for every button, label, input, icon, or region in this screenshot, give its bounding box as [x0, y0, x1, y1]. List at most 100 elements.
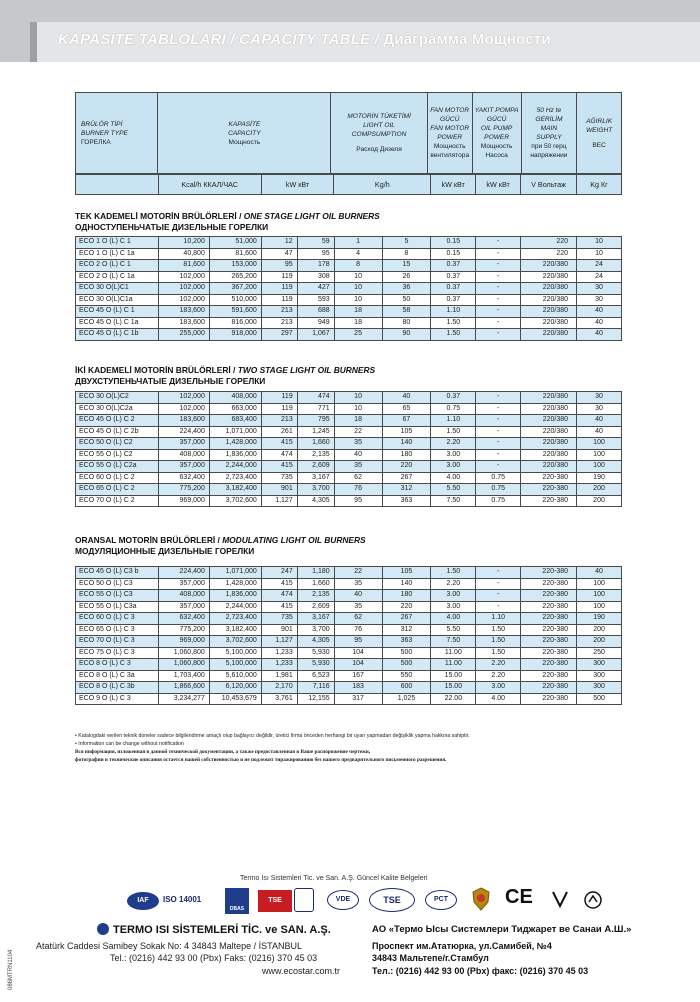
value-cell: 308: [296, 270, 335, 283]
cert-title: Termo Isı Sistemleri Tic. ve San. A.Ş. G…: [240, 875, 428, 882]
value-cell: 100: [576, 589, 622, 602]
value-cell: 0.37: [430, 391, 477, 404]
doc-code: 086MTRN1104: [8, 949, 14, 990]
value-cell: 35: [333, 437, 383, 450]
value-cell: 261: [260, 425, 298, 438]
value-cell: 969,000: [157, 494, 210, 507]
table-row: ECO 65 O (L) C 3 775,200 3,182,400 901 3,700…: [75, 623, 622, 636]
value-cell: 220/380: [520, 437, 578, 450]
value-cell: -: [475, 577, 522, 590]
unit-kw: kW кВт: [260, 174, 335, 195]
value-cell: 220/380: [520, 293, 578, 306]
value-cell: 735: [260, 612, 298, 625]
value-cell: 2.20: [475, 669, 522, 682]
value-cell: 2,723,400: [208, 471, 262, 484]
value-cell: 474: [260, 589, 298, 602]
city-ru: 34843 Мальтепе/г.Стамбул: [372, 953, 489, 963]
value-cell: 220/380: [520, 414, 578, 427]
value-cell: 213: [260, 305, 298, 318]
value-cell: 901: [260, 623, 298, 636]
value-cell: 267: [381, 471, 432, 484]
value-cell: 3,700: [296, 623, 335, 636]
pct-logo: PCT: [425, 890, 457, 910]
value-cell: 183: [333, 681, 383, 694]
company-name-tr: TERMO ISI SİSTEMLERİ TİC. ve SAN. A.Ş.: [113, 924, 331, 936]
value-cell: 8: [381, 247, 432, 260]
model-cell: ECO 60 O (L) C 2: [75, 471, 159, 484]
fan-header: FAN MOTOR GÜCÜ FAN MOTOR POWER Мощность …: [426, 92, 473, 174]
value-cell: 22: [333, 566, 383, 579]
model-cell: ECO 1 O (L) C 1a: [75, 247, 159, 260]
value-cell: 357,000: [157, 437, 210, 450]
value-cell: 500: [576, 692, 622, 705]
value-cell: 510,000: [208, 293, 262, 306]
value-cell: 50: [381, 293, 432, 306]
website-link[interactable]: www.ecostar.com.tr: [262, 966, 341, 976]
model-cell: ECO 60 O (L) C 3: [75, 612, 159, 625]
value-cell: 0.75: [475, 471, 522, 484]
value-cell: 220-380: [520, 692, 578, 705]
value-cell: 24: [576, 259, 622, 272]
value-cell: 40: [333, 448, 383, 461]
value-cell: 220-380: [520, 589, 578, 602]
value-cell: 1.50: [430, 425, 477, 438]
value-cell: 4.00: [475, 692, 522, 705]
value-cell: 2,244,000: [208, 460, 262, 473]
value-cell: 58: [381, 305, 432, 318]
value-cell: -: [475, 328, 522, 341]
value-cell: 102,000: [157, 402, 210, 415]
value-cell: 795: [296, 414, 335, 427]
value-cell: 95: [333, 635, 383, 648]
capacity-header: KAPASİTE CAPACITY Мощность: [157, 92, 332, 174]
value-cell: 10: [333, 293, 383, 306]
value-cell: 688: [296, 305, 335, 318]
value-cell: 22.00: [430, 692, 477, 705]
value-cell: 200: [576, 494, 622, 507]
value-cell: -: [475, 259, 522, 272]
model-cell: ECO 9 O (L) C 3: [75, 692, 159, 705]
value-cell: 10: [576, 247, 622, 260]
value-cell: 26: [381, 270, 432, 283]
value-cell: 600: [381, 681, 432, 694]
value-cell: 105: [381, 425, 432, 438]
value-cell: 6,120,000: [208, 681, 262, 694]
value-cell: -: [475, 448, 522, 461]
value-cell: 220/380: [520, 305, 578, 318]
model-cell: ECO 70 O (L) C 3: [75, 635, 159, 648]
value-cell: 35: [333, 577, 383, 590]
value-cell: 30: [576, 282, 622, 295]
ce-logo: CE: [505, 886, 533, 908]
value-cell: 1,233: [260, 646, 298, 659]
value-cell: 1,025: [381, 692, 432, 705]
model-cell: ECO 45 O (L) C 1: [75, 305, 159, 318]
value-cell: -: [475, 402, 522, 415]
value-cell: 220/380: [520, 448, 578, 461]
value-cell: 408,000: [157, 448, 210, 461]
value-cell: 224,400: [157, 425, 210, 438]
model-cell: ECO 30 O(L)C2: [75, 391, 159, 404]
value-cell: 0.75: [475, 494, 522, 507]
value-cell: 167: [333, 669, 383, 682]
two-stage-table: ECO 30 O(L)C2 102,000 408,000 119 474 10 40 0.3…: [75, 391, 622, 507]
value-cell: -: [475, 391, 522, 404]
value-cell: 7.50: [430, 494, 477, 507]
value-cell: 357,000: [157, 460, 210, 473]
value-cell: 119: [260, 270, 298, 283]
table-row: ECO 2 O (L) C 1a 102,000 265,200 119 308 10 26…: [75, 270, 622, 283]
value-cell: 10,200: [157, 236, 210, 249]
value-cell: 1,180: [296, 566, 335, 579]
value-cell: 105: [381, 566, 432, 579]
value-cell: 220: [520, 236, 578, 249]
value-cell: 3,702,600: [208, 635, 262, 648]
unit-fan-kw: kW кВт: [430, 174, 477, 195]
table-row: ECO 55 O (L) C2 408,000 1,836,000 474 2,135 4…: [75, 448, 622, 461]
value-cell: 220-380: [520, 669, 578, 682]
value-cell: 5,930: [296, 658, 335, 671]
table-row: ECO 1 O (L) C 1 10,200 51,000 12 59 1 5 0.15-22…: [75, 236, 622, 249]
one-stage-table: ECO 1 O (L) C 1 10,200 51,000 12 59 1 5 0.15-22…: [75, 236, 622, 341]
value-cell: 220/380: [520, 402, 578, 415]
value-cell: -: [475, 293, 522, 306]
value-cell: 0.37: [430, 259, 477, 272]
table-row: ECO 8 O (L) C 3b 1,866,600 6,120,000 2,170 7…: [75, 681, 622, 694]
model-cell: ECO 55 O (L) C2: [75, 448, 159, 461]
